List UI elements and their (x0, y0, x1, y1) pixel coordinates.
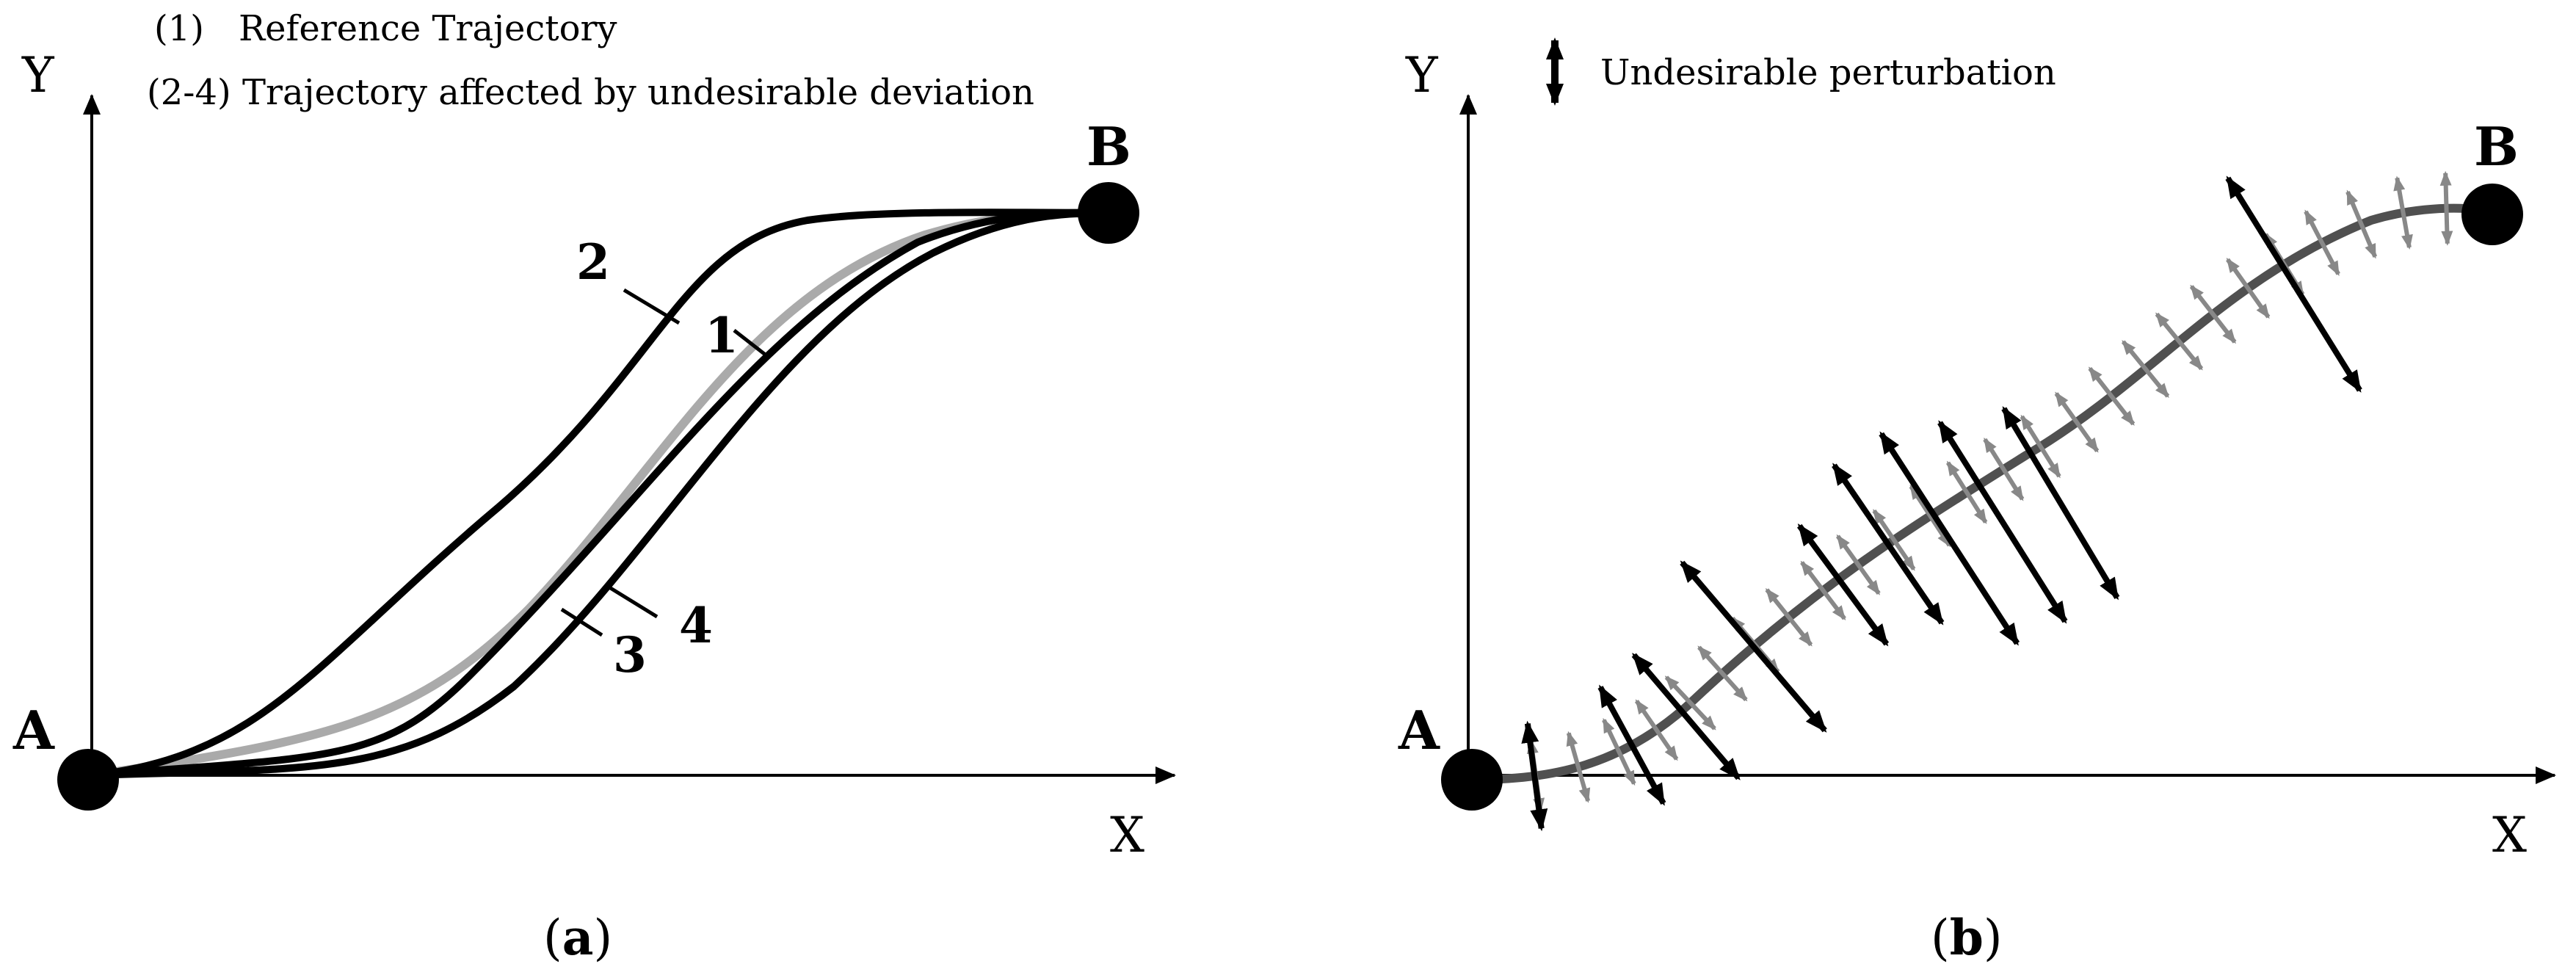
curve-label-1: 1 (705, 307, 739, 364)
large-perturbation-arrow (1597, 684, 1666, 806)
y-axis-label: Y (1405, 47, 1439, 104)
small-perturbation-arrows (1526, 170, 2453, 813)
legend-key-1: (1) (154, 8, 204, 49)
caption-a: (a) (543, 909, 612, 966)
small-perturbation-arrow (2226, 258, 2271, 319)
large-perturbation-arrows (1521, 175, 2362, 832)
panel-a: (1) Reference Trajectory (2-4) Trajector… (12, 8, 1176, 966)
small-perturbation-arrow (2393, 175, 2413, 250)
deviated-trajectory-4 (91, 209, 1109, 779)
legend-key-2: (2-4) (147, 72, 231, 113)
point-a-label: A (12, 699, 55, 761)
large-perturbation-arrow (1521, 720, 1548, 832)
legend-text-1: Reference Trajectory (239, 8, 617, 49)
small-perturbation-arrow (1566, 731, 1591, 803)
point-a (57, 749, 119, 811)
point-b (1078, 182, 1139, 244)
x-axis-label: X (2492, 807, 2527, 863)
curve-label-3: 3 (613, 626, 647, 684)
caption-b: (b) (1931, 909, 2003, 966)
small-perturbation-arrow (2054, 391, 2100, 453)
panel-b: Undesirable perturbation Y X A B (b) (1398, 37, 2556, 966)
small-perturbation-arrow (2439, 170, 2453, 246)
small-perturbation-arrow (1945, 460, 1988, 524)
curve-label-4: 4 (679, 597, 713, 654)
small-perturbation-arrow (2189, 284, 2237, 344)
leader-1 (733, 329, 769, 358)
point-a-label: A (1398, 699, 1440, 761)
deviated-trajectory-3 (91, 209, 1109, 779)
point-b-label: B (1086, 115, 1131, 178)
large-perturbation-arrow (1680, 560, 1827, 733)
point-b (2461, 184, 2523, 245)
deviated-trajectory-2 (91, 209, 1109, 779)
large-perturbation-arrow (2225, 175, 2362, 393)
small-perturbation-arrow (1909, 484, 1952, 548)
legend-perturbation-text: Undesirable perturbation (1600, 52, 2056, 93)
point-a (1441, 749, 1503, 811)
leader-4 (608, 585, 658, 619)
small-perturbation-arrow (1800, 560, 1846, 620)
leader-3 (560, 607, 603, 637)
small-perturbation-arrow (2121, 340, 2170, 399)
small-perturbation-arrow (2304, 209, 2340, 276)
small-perturbation-arrow (1872, 509, 1916, 571)
y-axis-label: Y (21, 47, 55, 104)
small-perturbation-arrow (1983, 437, 2025, 501)
x-axis-label: X (1110, 807, 1144, 863)
small-perturbation-arrow (2088, 366, 2136, 426)
small-perturbation-arrow (2155, 312, 2204, 371)
curve-label-2: 2 (576, 233, 610, 291)
reference-trajectory (91, 209, 1109, 780)
leader-2 (623, 288, 681, 325)
small-perturbation-arrow (1634, 699, 1679, 761)
large-perturbation-arrow (2001, 406, 2120, 601)
point-b-label: B (2474, 115, 2519, 178)
small-perturbation-arrow (1765, 587, 1813, 647)
legend-text-2: Trajectory affected by undesirable devia… (242, 72, 1034, 113)
